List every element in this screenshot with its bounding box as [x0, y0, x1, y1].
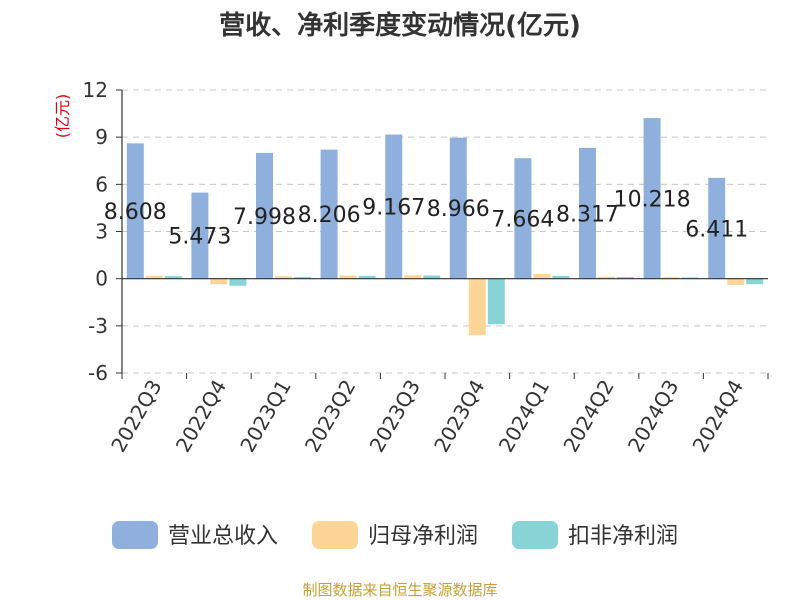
bar-revenue: [579, 147, 596, 279]
data-label: 8.206: [298, 203, 361, 228]
data-label: 8.966: [427, 197, 490, 222]
legend-swatch: [512, 521, 558, 549]
legend-swatch: [112, 521, 158, 549]
x-tick-label: 2024Q2: [558, 376, 618, 457]
data-label: 6.411: [685, 217, 748, 242]
legend: 营业总收入 归母净利润 扣非净利润: [112, 521, 678, 549]
x-tick-label: 2022Q4: [171, 376, 231, 457]
bar-net-profit: [275, 276, 292, 279]
data-label: 5.473: [168, 225, 231, 250]
bar-deducted-net-profit: [681, 277, 699, 279]
bar-net-profit: [145, 275, 163, 279]
bar-revenue: [256, 152, 273, 279]
data-label: 8.317: [556, 202, 619, 227]
y-axis-unit-label: (亿元): [53, 94, 72, 139]
y-tick-label: -3: [88, 314, 108, 338]
bar-net-profit: [598, 276, 615, 279]
chart-title: 营收、净利季度变动情况(亿元): [219, 10, 581, 41]
bar-deducted-net-profit: [487, 278, 505, 325]
x-tick-label: 2023Q2: [300, 376, 360, 457]
bar-revenue: [385, 134, 403, 279]
bar-net-profit: [404, 275, 422, 279]
y-tick-label: 0: [95, 267, 108, 291]
bar-deducted-net-profit: [164, 276, 182, 279]
y-tick-labels: -6 -3 0 3 6 9 12: [83, 78, 108, 385]
x-tick-label: 2023Q3: [365, 376, 425, 457]
data-label: 10.218: [614, 187, 691, 212]
bar-revenue: [643, 118, 661, 279]
bar-deducted-net-profit: [229, 278, 247, 286]
bar-net-profit: [727, 278, 745, 285]
bar-net-profit: [339, 275, 357, 279]
bar-revenue: [191, 192, 209, 279]
x-tick-label: 2023Q1: [235, 376, 295, 457]
x-tick-label: 2022Q3: [106, 376, 166, 457]
x-tick-label: 2024Q3: [623, 376, 683, 457]
bar-deducted-net-profit: [746, 278, 764, 285]
legend-swatch: [312, 521, 358, 549]
bar-revenue: [708, 177, 726, 279]
x-tick-label: 2023Q4: [429, 376, 489, 457]
bars: [126, 118, 764, 336]
legend-label: 归母净利润: [368, 524, 478, 549]
bar-deducted-net-profit: [423, 275, 441, 279]
source-note: 制图数据来自恒生聚源数据库: [302, 581, 497, 599]
bar-net-profit: [210, 278, 228, 285]
bar-revenue: [320, 149, 338, 279]
bar-net-profit: [468, 278, 486, 336]
bar-deducted-net-profit: [294, 277, 311, 279]
axes: [116, 89, 769, 379]
bar-net-profit: [533, 273, 551, 279]
data-label: 7.998: [233, 205, 296, 230]
bar-deducted-net-profit: [552, 275, 570, 279]
data-label: 9.167: [362, 196, 425, 221]
y-tick-label: -6: [88, 361, 108, 385]
legend-label: 营业总收入: [168, 524, 278, 549]
data-label: 8.608: [104, 200, 167, 225]
legend-label: 扣非净利润: [568, 524, 678, 549]
bar-revenue: [514, 158, 532, 279]
x-tick-labels: 2022Q3 2022Q4 2023Q1 2023Q2 2023Q3 2023Q4 2024…: [106, 376, 748, 457]
bar-net-profit: [662, 277, 680, 279]
y-tick-label: 6: [95, 172, 108, 196]
bar-revenue: [126, 143, 144, 279]
x-tick-label: 2024Q4: [688, 376, 748, 457]
y-tick-label: 3: [95, 220, 108, 244]
data-label: 7.664: [491, 207, 554, 232]
bar-deducted-net-profit: [617, 277, 634, 279]
bar-deducted-net-profit: [358, 275, 376, 279]
bar-revenue: [449, 137, 467, 279]
y-tick-label: 12: [83, 78, 108, 102]
x-tick-label: 2024Q1: [494, 376, 554, 457]
y-tick-label: 9: [95, 125, 108, 149]
